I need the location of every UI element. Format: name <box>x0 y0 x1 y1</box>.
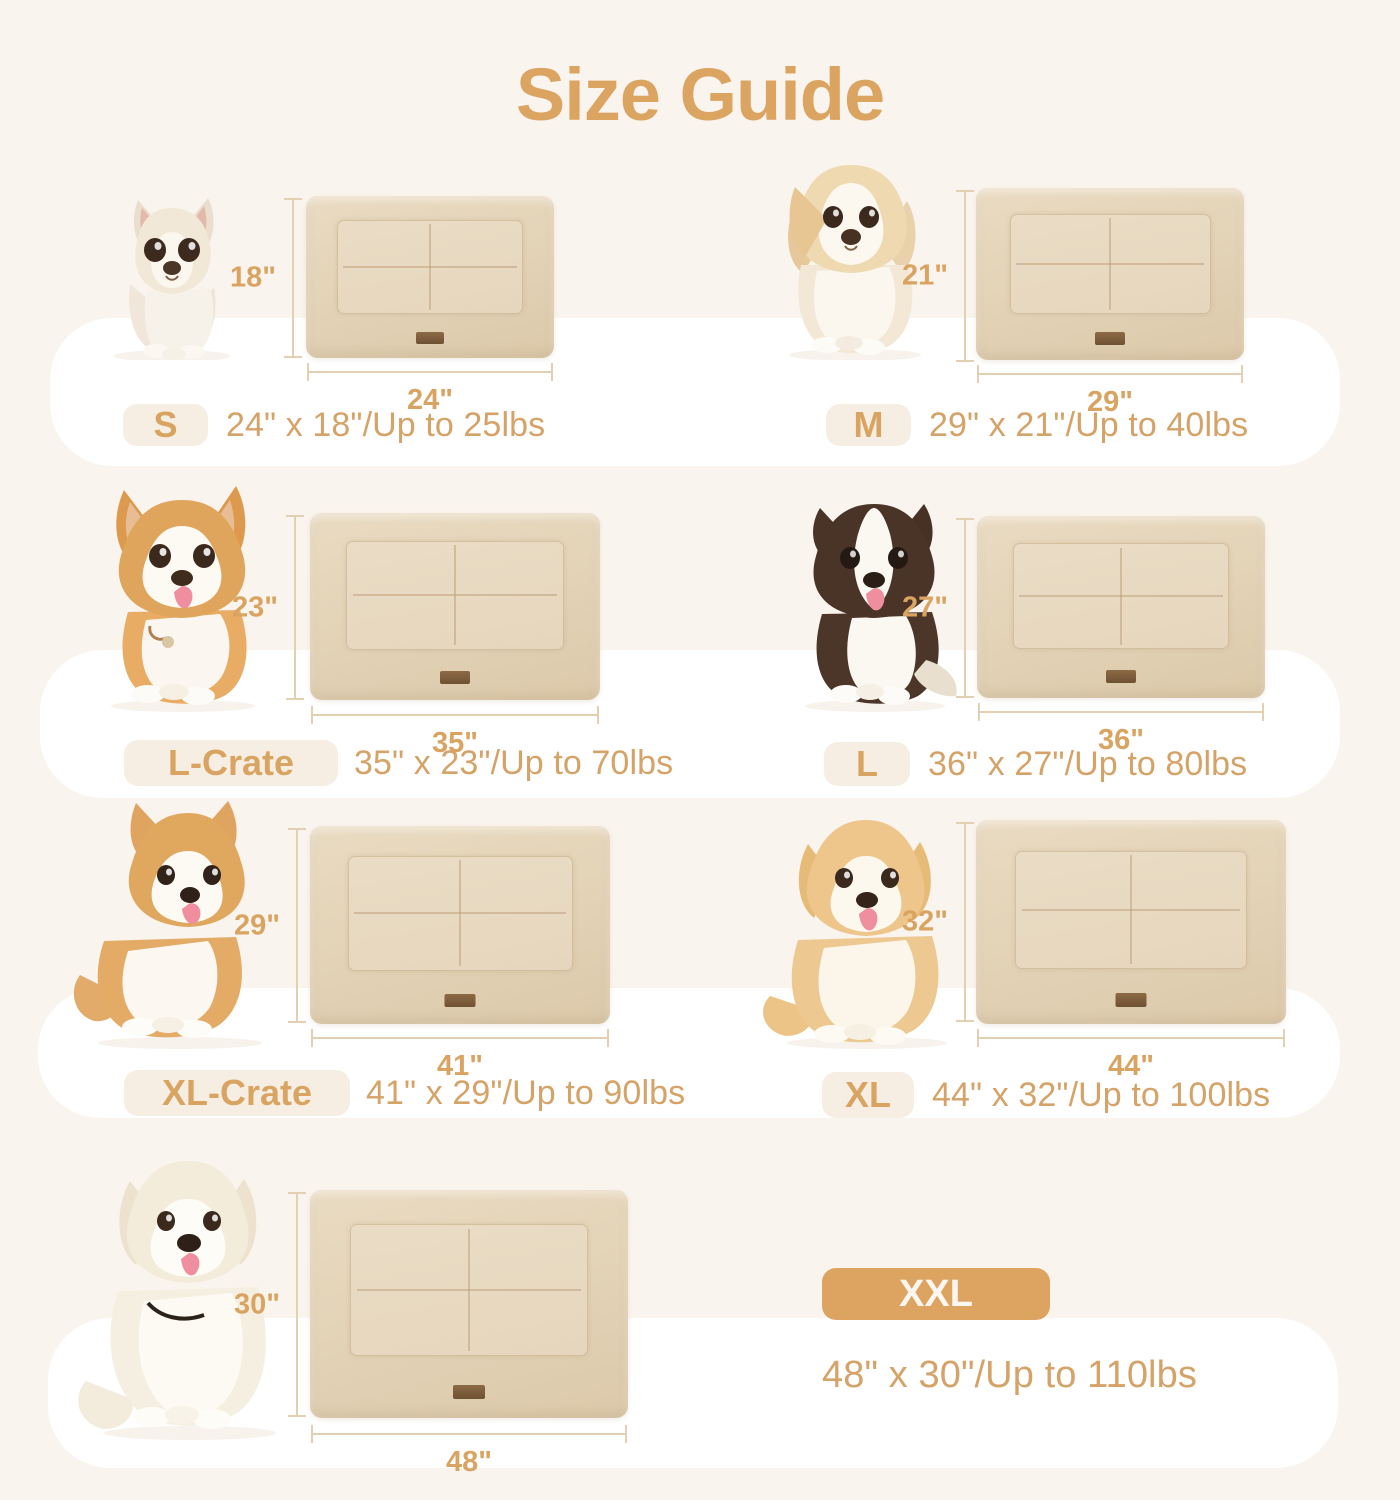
dimension-width-label-l: 36" <box>1097 724 1145 756</box>
dimension-height-xl-crate: 29" <box>234 828 307 1023</box>
dimension-width-l: 36" <box>978 702 1264 756</box>
mat-inner-panel <box>1014 850 1248 969</box>
page-title: Size Guide <box>515 53 885 136</box>
dimension-width-m: 29" <box>977 364 1243 418</box>
dimension-width-s: 24" <box>307 362 553 416</box>
size-badge-m[interactable]: M <box>826 404 911 446</box>
dog-mat-xl <box>976 820 1286 1024</box>
dimension-height-label-xxl: 30" <box>233 1288 280 1320</box>
size-badge-xl-crate[interactable]: XL-Crate <box>124 1070 350 1116</box>
dimension-height-l-crate: 23" <box>232 515 305 700</box>
dimension-height-s: 18" <box>230 198 303 358</box>
dog-image-golden-retriever <box>762 800 972 1050</box>
mat-inner-panel <box>349 1224 589 1357</box>
dimension-width-xxl: 48" <box>311 1424 627 1478</box>
dog-mat-m <box>976 188 1244 360</box>
size-badge-xl[interactable]: XL <box>822 1072 914 1118</box>
dimension-height-label-xl: 32" <box>901 905 948 938</box>
caption-l-crate: L-Crate 35" x 23"/Up to 70lbs <box>124 740 673 786</box>
dog-image-shiba-inu <box>70 795 285 1050</box>
caption-xxl: XXL 48" x 30"/Up to 110lbs <box>822 1268 1197 1397</box>
dimension-width-label-xl-crate: 41" <box>436 1050 484 1082</box>
dog-mat-xxl <box>310 1190 628 1418</box>
dimension-width-l-crate: 35" <box>311 705 599 759</box>
size-description-xxl: 48" x 30"/Up to 110lbs <box>822 1354 1197 1396</box>
dog-image-border-collie <box>780 482 970 712</box>
dog-image-cream-golden-retriever <box>78 1145 298 1440</box>
dimension-width-label-s: 24" <box>406 384 454 416</box>
mat-brand-tag <box>444 994 476 1008</box>
mat-brand-tag <box>1115 992 1147 1007</box>
dimension-height-label-xl-crate: 29" <box>233 909 280 941</box>
size-badge-l-crate[interactable]: L-Crate <box>124 740 338 786</box>
dimension-height-label-s: 18" <box>229 261 276 294</box>
mat-brand-tag <box>1106 669 1136 683</box>
dimension-height-label-m: 21" <box>901 259 948 292</box>
mat-inner-panel <box>1013 543 1229 649</box>
dimension-height-m: 21" <box>902 190 975 362</box>
mat-brand-tag <box>1095 332 1125 346</box>
dimension-height-xl: 32" <box>902 822 975 1022</box>
mat-brand-tag <box>440 671 470 685</box>
dimension-width-label-xxl: 48" <box>445 1446 493 1478</box>
caption-s: S 24" x 18"/Up to 25lbs <box>123 404 545 446</box>
caption-xl: XL 44" x 32"/Up to 100lbs <box>822 1072 1270 1118</box>
size-description-l: 36" x 27"/Up to 80lbs <box>928 744 1248 783</box>
mat-brand-tag <box>416 332 444 345</box>
size-description-l-crate: 35" x 23"/Up to 70lbs <box>354 743 674 782</box>
dog-mat-l-crate <box>310 513 600 700</box>
dimension-width-label-xl: 44" <box>1107 1050 1155 1082</box>
size-description-s: 24" x 18"/Up to 25lbs <box>226 405 546 444</box>
caption-xl-crate: XL-Crate 41" x 29"/Up to 90lbs <box>124 1070 685 1116</box>
dog-mat-s <box>306 196 554 358</box>
mat-brand-tag <box>453 1384 485 1399</box>
caption-l: L 36" x 27"/Up to 80lbs <box>824 742 1247 786</box>
dimension-height-label-l-crate: 23" <box>231 591 278 623</box>
mat-inner-panel <box>337 220 523 315</box>
dog-mat-xl-crate <box>310 826 610 1024</box>
dog-image-chihuahua <box>96 188 248 360</box>
dimension-height-l: 27" <box>902 518 975 698</box>
mat-inner-panel <box>1009 213 1211 314</box>
size-description-xl: 44" x 32"/Up to 100lbs <box>932 1075 1271 1114</box>
size-badge-s[interactable]: S <box>123 404 208 446</box>
dog-image-corgi <box>88 480 278 712</box>
caption-m: M 29" x 21"/Up to 40lbs <box>826 404 1248 446</box>
dimension-height-xxl: 30" <box>234 1192 307 1417</box>
mat-inner-panel <box>346 541 564 650</box>
dimension-width-xl: 44" <box>977 1028 1285 1082</box>
dimension-width-label-m: 29" <box>1086 386 1134 418</box>
dimension-width-xl-crate: 41" <box>311 1028 609 1082</box>
dog-image-cream-puppy <box>765 145 945 360</box>
dimension-height-label-l: 27" <box>901 591 948 624</box>
mat-inner-panel <box>347 855 573 971</box>
size-badge-l[interactable]: L <box>824 742 910 786</box>
size-description-m: 29" x 21"/Up to 40lbs <box>929 405 1249 444</box>
dimension-width-label-l-crate: 35" <box>431 727 479 759</box>
size-badge-xxl[interactable]: XXL <box>822 1268 1050 1320</box>
dog-mat-l <box>977 516 1265 698</box>
size-description-xl-crate: 41" x 29"/Up to 90lbs <box>366 1073 686 1112</box>
